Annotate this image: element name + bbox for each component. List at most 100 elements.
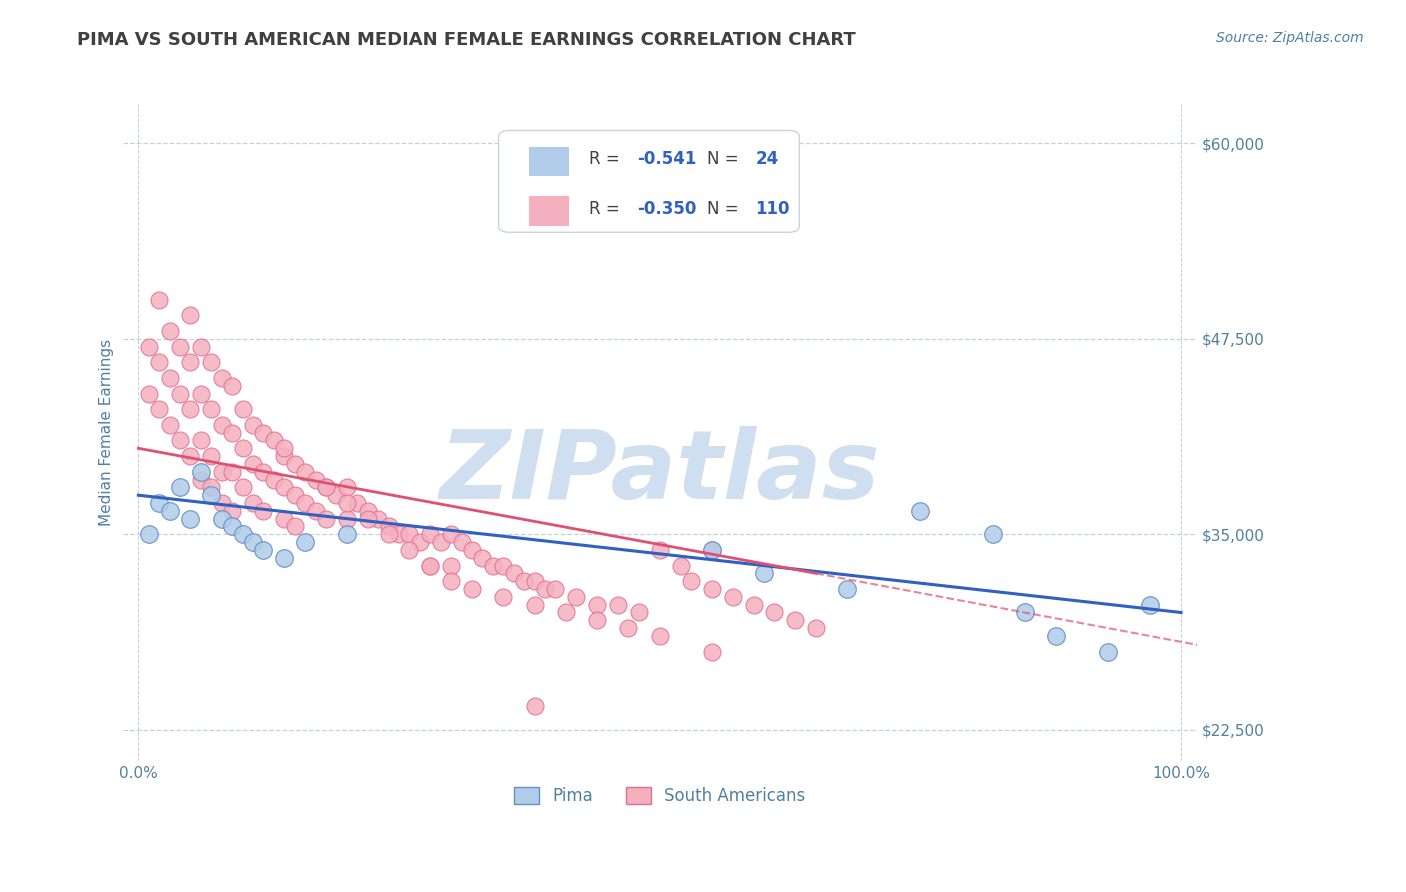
Text: R =: R = [589,200,624,218]
Point [357,511,380,525]
Point [523,574,546,589]
Point [232,480,254,494]
Point [534,582,557,596]
Point [211,371,233,385]
Point [315,511,337,525]
Point [325,488,347,502]
Text: ZIPatlas: ZIPatlas [440,425,880,518]
Point [440,527,463,541]
Text: -0.350: -0.350 [637,200,696,218]
Point [513,574,536,589]
Point [336,511,359,525]
Point [221,425,243,440]
Point [200,402,222,417]
Point [211,511,233,525]
Point [471,550,494,565]
Point [242,457,264,471]
Point [336,496,359,510]
Point [648,543,671,558]
Point [565,590,588,604]
Bar [529,196,569,226]
Bar [529,147,569,177]
Point [252,543,274,558]
Point [461,582,484,596]
FancyBboxPatch shape [499,130,800,232]
Point [336,480,359,494]
Point [742,598,765,612]
Point [211,417,233,432]
Point [242,535,264,549]
Point [1014,606,1036,620]
Point [388,527,411,541]
Point [263,473,285,487]
Point [440,558,463,573]
Point [200,488,222,502]
Point [700,582,723,596]
Point [315,480,337,494]
Point [304,473,326,487]
Text: Source: ZipAtlas.com: Source: ZipAtlas.com [1216,31,1364,45]
Point [252,465,274,479]
Point [252,425,274,440]
Point [221,378,243,392]
Point [232,402,254,417]
Point [221,504,243,518]
Point [586,598,609,612]
Point [607,598,630,612]
Point [461,543,484,558]
Point [169,480,191,494]
Point [148,355,170,369]
Text: -0.541: -0.541 [637,151,696,169]
Text: R =: R = [589,151,624,169]
Point [450,535,472,549]
Point [357,504,380,518]
Point [169,340,191,354]
Point [721,590,744,604]
Point [700,543,723,558]
Point [179,402,201,417]
Point [837,582,859,596]
Point [159,417,181,432]
Point [190,386,212,401]
Text: 110: 110 [755,200,790,218]
Point [1045,629,1067,643]
Point [627,606,650,620]
Point [232,527,254,541]
Point [910,504,932,518]
Point [284,457,307,471]
Text: N =: N = [707,200,744,218]
Point [159,504,181,518]
Text: N =: N = [707,151,744,169]
Point [138,527,160,541]
Point [983,527,1005,541]
Point [148,402,170,417]
Point [221,465,243,479]
Point [242,496,264,510]
Point [763,606,786,620]
Point [242,417,264,432]
Point [221,519,243,533]
Point [586,613,609,627]
Point [294,496,316,510]
Y-axis label: Median Female Earnings: Median Female Earnings [100,339,114,526]
Point [190,465,212,479]
Point [169,434,191,448]
Point [409,535,432,549]
Point [200,355,222,369]
Point [284,519,307,533]
Point [398,543,420,558]
Point [190,434,212,448]
Point [523,699,546,714]
Point [700,543,723,558]
Point [200,449,222,463]
Point [190,340,212,354]
Point [252,504,274,518]
Point [200,480,222,494]
Point [617,621,640,635]
Point [669,558,692,573]
Point [544,582,567,596]
Point [554,606,576,620]
Point [367,511,389,525]
Point [179,355,201,369]
Point [211,496,233,510]
